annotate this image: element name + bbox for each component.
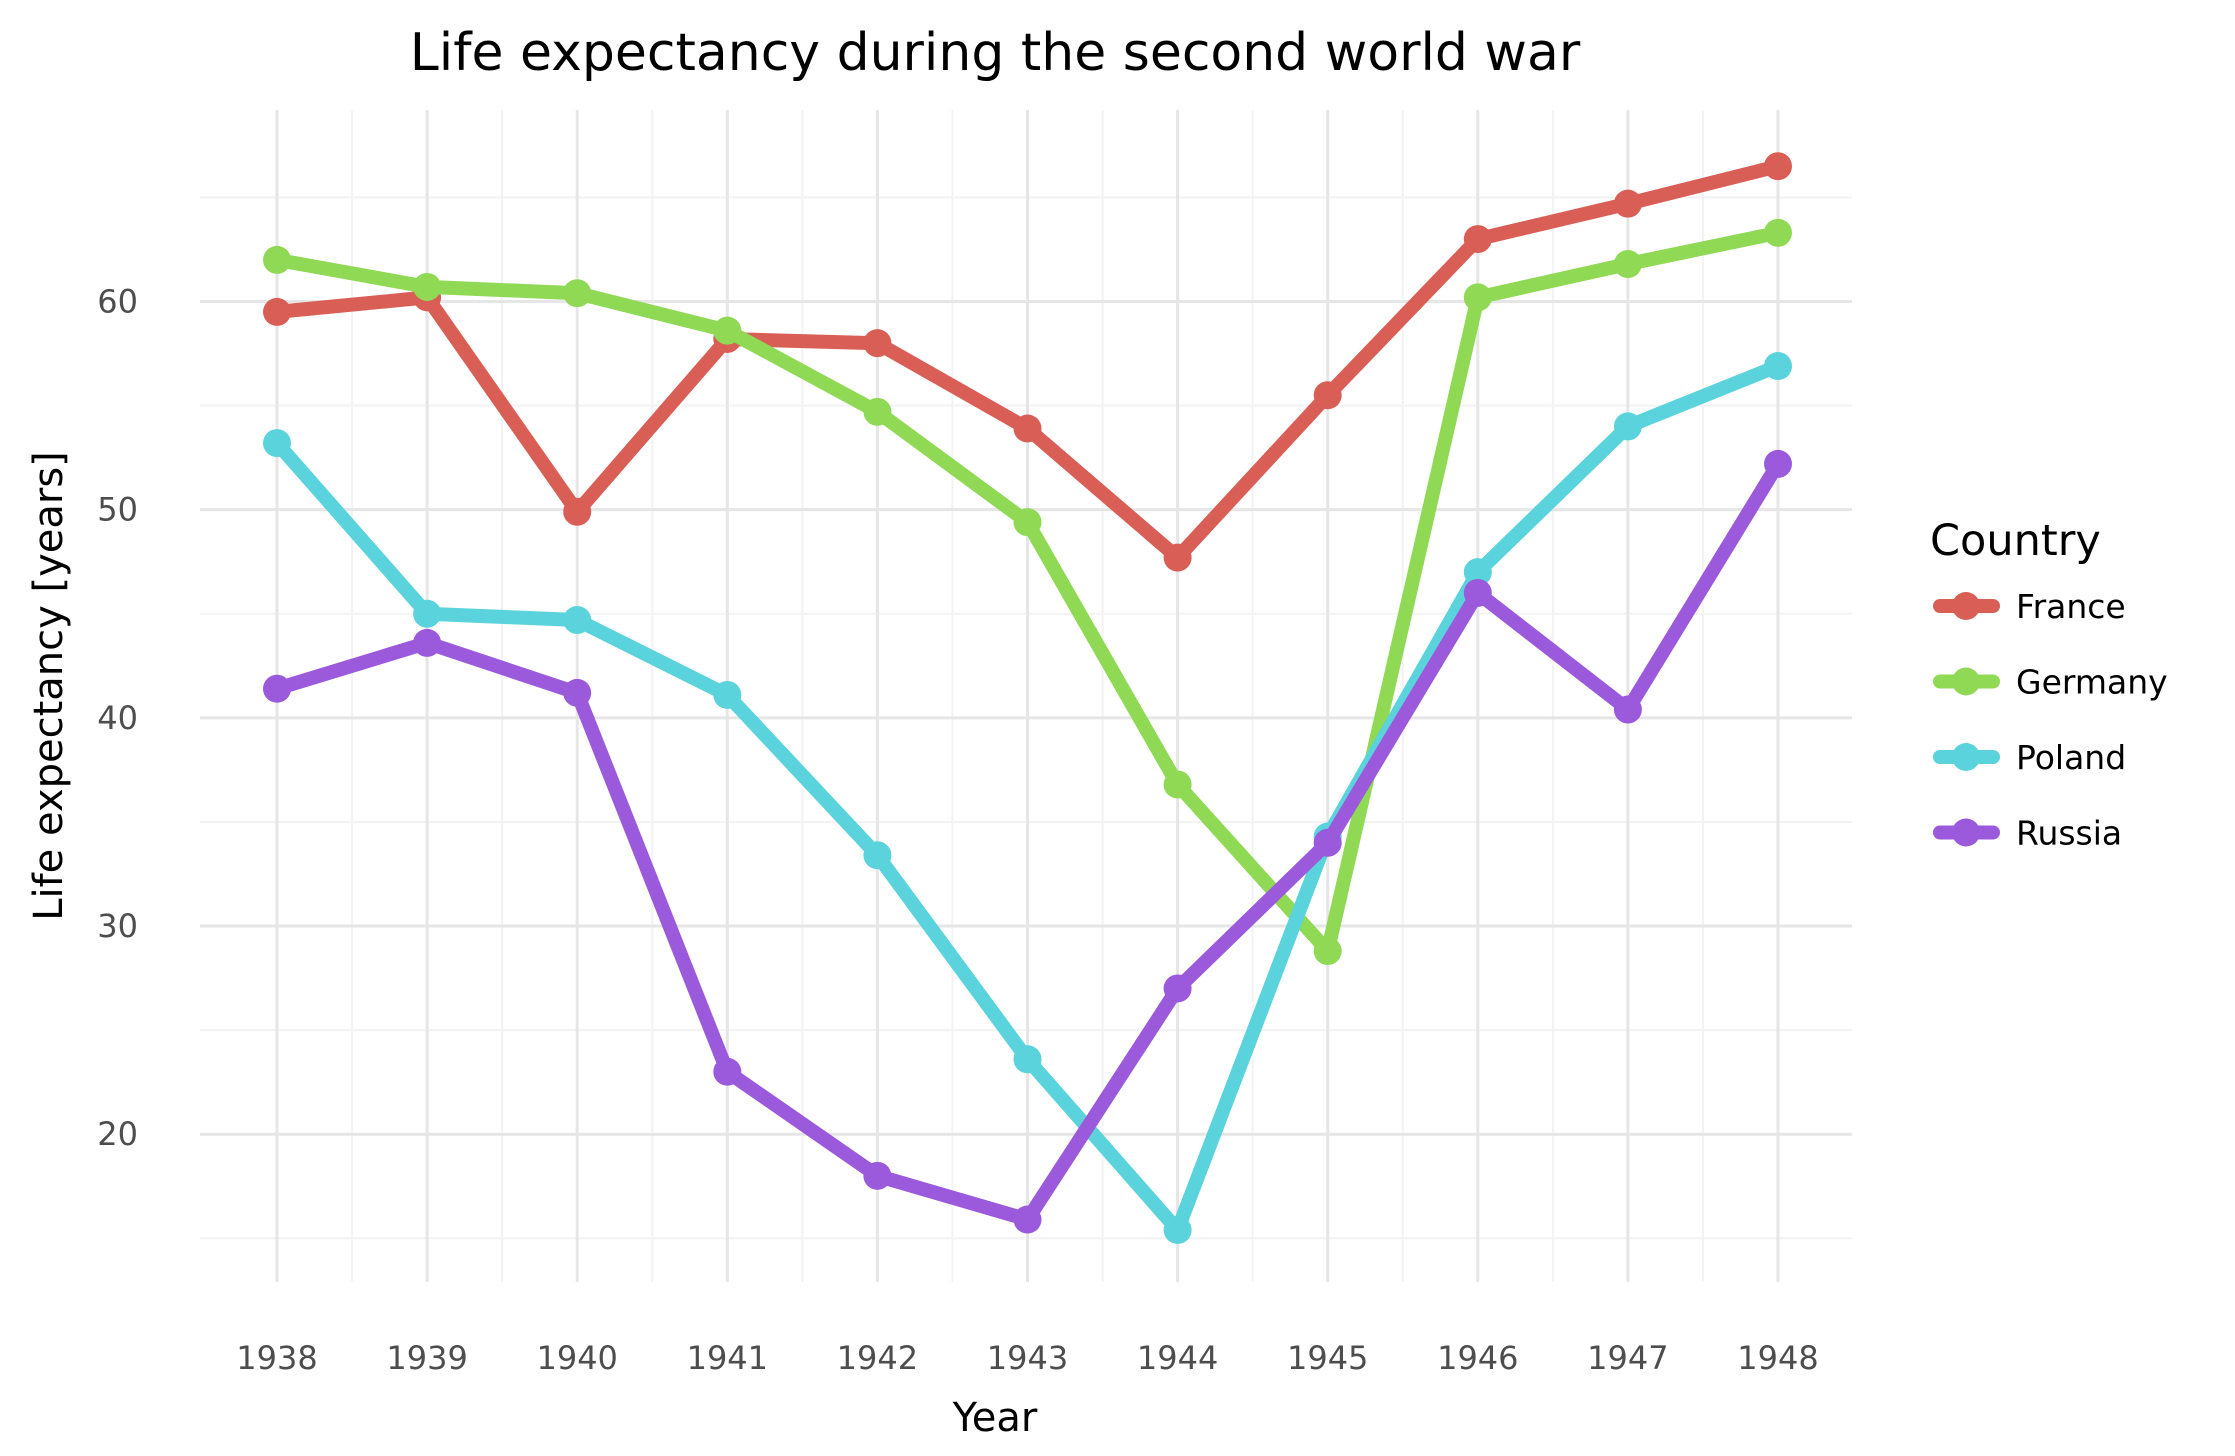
- x-tick-label: 1941: [687, 1339, 768, 1377]
- data-point-germany: [863, 397, 892, 426]
- data-point-russia: [1313, 828, 1342, 857]
- data-point-russia: [563, 678, 592, 707]
- legend-items: France Germany Poland Russia: [1933, 587, 2168, 853]
- data-point-france: [263, 297, 291, 326]
- data-point-russia: [1013, 1205, 1042, 1234]
- data-point-germany: [563, 279, 592, 308]
- x-tick-label: 1938: [236, 1339, 317, 1377]
- y-tick-label: 40: [97, 699, 138, 737]
- data-point-poland: [1613, 412, 1642, 441]
- data-point-germany: [263, 245, 291, 274]
- legend-key-point: [1952, 592, 1980, 620]
- data-point-russia: [1463, 578, 1492, 607]
- legend-item-poland: Poland: [1933, 738, 2126, 777]
- y-tick-label: 20: [97, 1115, 138, 1153]
- data-point-germany: [1163, 770, 1192, 799]
- data-point-germany: [1313, 937, 1342, 966]
- y-tick-label: 50: [97, 491, 138, 529]
- data-point-france: [563, 497, 592, 526]
- legend-key-point: [1952, 743, 1980, 771]
- series-russia: [263, 449, 1792, 1234]
- legend-label: Germany: [2016, 663, 2168, 702]
- legend-title: Country: [1930, 516, 2101, 566]
- x-tick-label: 1939: [386, 1339, 467, 1377]
- data-point-france: [1163, 543, 1192, 572]
- data-point-poland: [1463, 558, 1492, 587]
- data-point-russia: [1163, 974, 1192, 1003]
- x-tick-label: 1942: [837, 1339, 918, 1377]
- chart-title: Life expectancy during the second world …: [410, 23, 1581, 83]
- data-point-france: [1613, 189, 1642, 218]
- legend-label: Poland: [2016, 738, 2126, 777]
- x-tick-label: 1940: [536, 1339, 617, 1377]
- data-point-russia: [263, 674, 291, 703]
- data-point-germany: [413, 272, 442, 301]
- data-point-poland: [863, 841, 892, 870]
- data-point-france: [1313, 381, 1342, 410]
- data-point-poland: [1163, 1215, 1192, 1244]
- data-point-france: [1013, 414, 1042, 443]
- legend-label: Russia: [2016, 814, 2122, 853]
- data-point-france: [1463, 225, 1492, 254]
- x-tick-label: 1945: [1287, 1339, 1368, 1377]
- data-point-russia: [1613, 695, 1642, 724]
- data-point-poland: [1764, 352, 1792, 381]
- x-tick-label: 1943: [987, 1339, 1068, 1377]
- x-tick-label: 1944: [1137, 1339, 1218, 1377]
- y-axis-ticks: 20 30 40 50 60: [97, 283, 138, 1154]
- legend: Country France Germany Poland Russia: [1930, 516, 2168, 853]
- legend-key-point: [1952, 818, 1980, 847]
- y-tick-label: 30: [97, 907, 138, 945]
- series: [263, 152, 1792, 1244]
- data-point-russia: [1764, 449, 1792, 478]
- legend-key-point: [1952, 667, 1980, 696]
- data-point-poland: [713, 680, 742, 709]
- y-tick-label: 60: [97, 283, 138, 321]
- data-point-germany: [1013, 508, 1042, 537]
- legend-item-germany: Germany: [1933, 663, 2168, 702]
- data-point-russia: [863, 1161, 892, 1190]
- data-point-russia: [713, 1057, 742, 1086]
- x-axis-ticks: 1938 1939 1940 1941 1942 1943 1944 1945 1946 1947…: [236, 1339, 1818, 1377]
- data-point-france: [863, 329, 892, 358]
- data-point-germany: [1613, 250, 1642, 279]
- data-point-france: [1764, 152, 1792, 181]
- y-axis-title: Life expectancy [years]: [26, 451, 72, 921]
- legend-item-france: France: [1933, 587, 2126, 626]
- data-point-poland: [1013, 1045, 1042, 1074]
- x-tick-label: 1947: [1587, 1339, 1668, 1377]
- x-tick-label: 1946: [1437, 1339, 1518, 1377]
- x-tick-label: 1948: [1737, 1339, 1818, 1377]
- data-point-russia: [413, 628, 442, 657]
- data-point-germany: [1463, 283, 1492, 312]
- data-point-germany: [1764, 218, 1792, 247]
- data-point-poland: [413, 599, 442, 628]
- series-germany: [263, 218, 1792, 966]
- x-axis-title: Year: [952, 1395, 1038, 1441]
- data-point-poland: [563, 606, 592, 635]
- data-point-germany: [713, 316, 742, 345]
- data-point-poland: [263, 429, 291, 458]
- legend-item-russia: Russia: [1933, 814, 2122, 853]
- legend-label: France: [2016, 587, 2126, 626]
